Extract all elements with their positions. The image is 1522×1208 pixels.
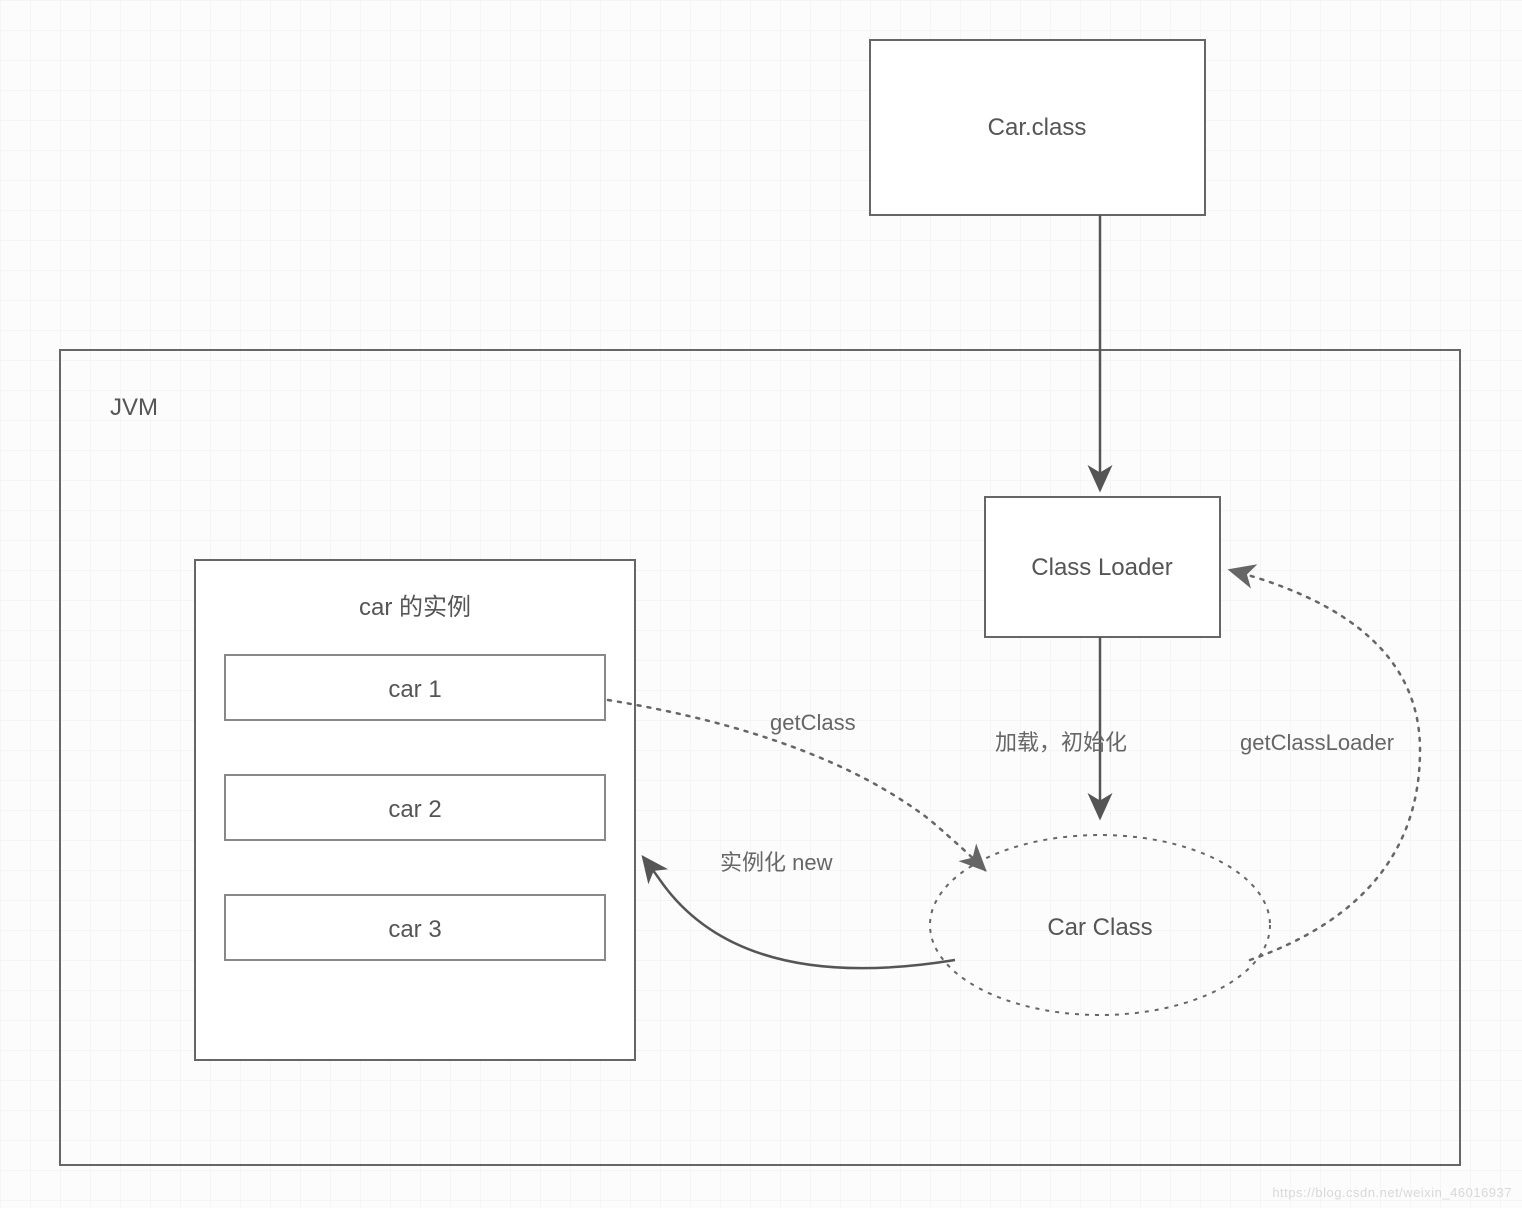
edge-getclass-label: getClass bbox=[770, 710, 856, 735]
class-loader-label: Class Loader bbox=[1031, 554, 1172, 581]
watermark-text: https://blog.csdn.net/weixin_46016937 bbox=[1272, 1185, 1512, 1200]
edge-loader-to-class-label: 加载，初始化 bbox=[995, 730, 1127, 755]
edge-getclassloader-label: getClassLoader bbox=[1240, 730, 1394, 755]
car2-label: car 2 bbox=[388, 796, 441, 823]
edge-getclassloader bbox=[1230, 570, 1420, 960]
car-class-obj-label: Car Class bbox=[1047, 914, 1152, 941]
edge-class-to-instances-label: 实例化 new bbox=[720, 850, 833, 875]
car-class-file-label: Car.class bbox=[988, 114, 1087, 141]
instances-container-label: car 的实例 bbox=[359, 594, 471, 621]
car3-label: car 3 bbox=[388, 916, 441, 943]
jvm-label: JVM bbox=[110, 394, 158, 421]
car1-label: car 1 bbox=[388, 676, 441, 703]
diagram-canvas: JVM Car.class Class Loader Car Class car… bbox=[0, 0, 1522, 1208]
